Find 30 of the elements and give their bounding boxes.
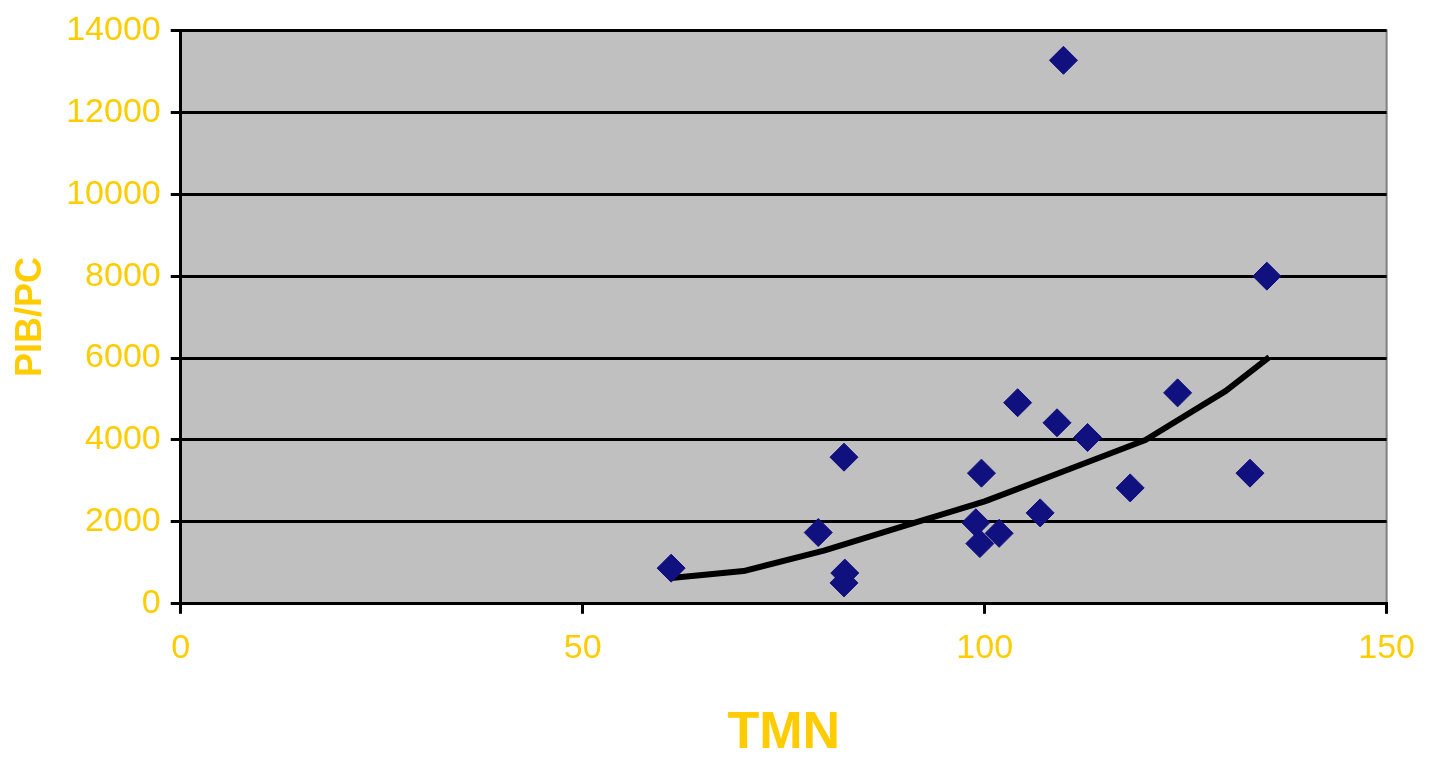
point (961, 508, 991, 538)
x-axis-title: TMN (727, 701, 841, 760)
point (1163, 378, 1193, 408)
point (1235, 458, 1265, 488)
y-tick-label: 14000 (66, 8, 161, 47)
point (1073, 423, 1103, 453)
point (984, 518, 1014, 548)
point (829, 442, 859, 472)
point (966, 458, 996, 488)
point (1025, 498, 1055, 528)
point (1042, 408, 1072, 438)
y-tick-label: 12000 (66, 90, 161, 129)
x-tick-label: 150 (1358, 626, 1415, 665)
x-tick-label: 50 (563, 626, 602, 665)
x-tick-label: 0 (171, 626, 191, 665)
x-tick-label: 100 (956, 626, 1014, 665)
y-tick-label: 6000 (85, 336, 161, 375)
y-axis-title: PIB/PC (7, 257, 49, 378)
point (965, 529, 995, 559)
y-tick-label: 2000 (85, 500, 161, 539)
point (656, 553, 686, 583)
point (1003, 388, 1033, 418)
point (1048, 45, 1078, 75)
y-tick-label: 10000 (66, 172, 161, 211)
y-tick-label: 8000 (85, 254, 161, 293)
point (1115, 473, 1145, 503)
y-tick-label: 4000 (85, 418, 161, 457)
point (803, 518, 833, 548)
point (1252, 261, 1282, 291)
y-tick-label: 0 (141, 582, 161, 621)
